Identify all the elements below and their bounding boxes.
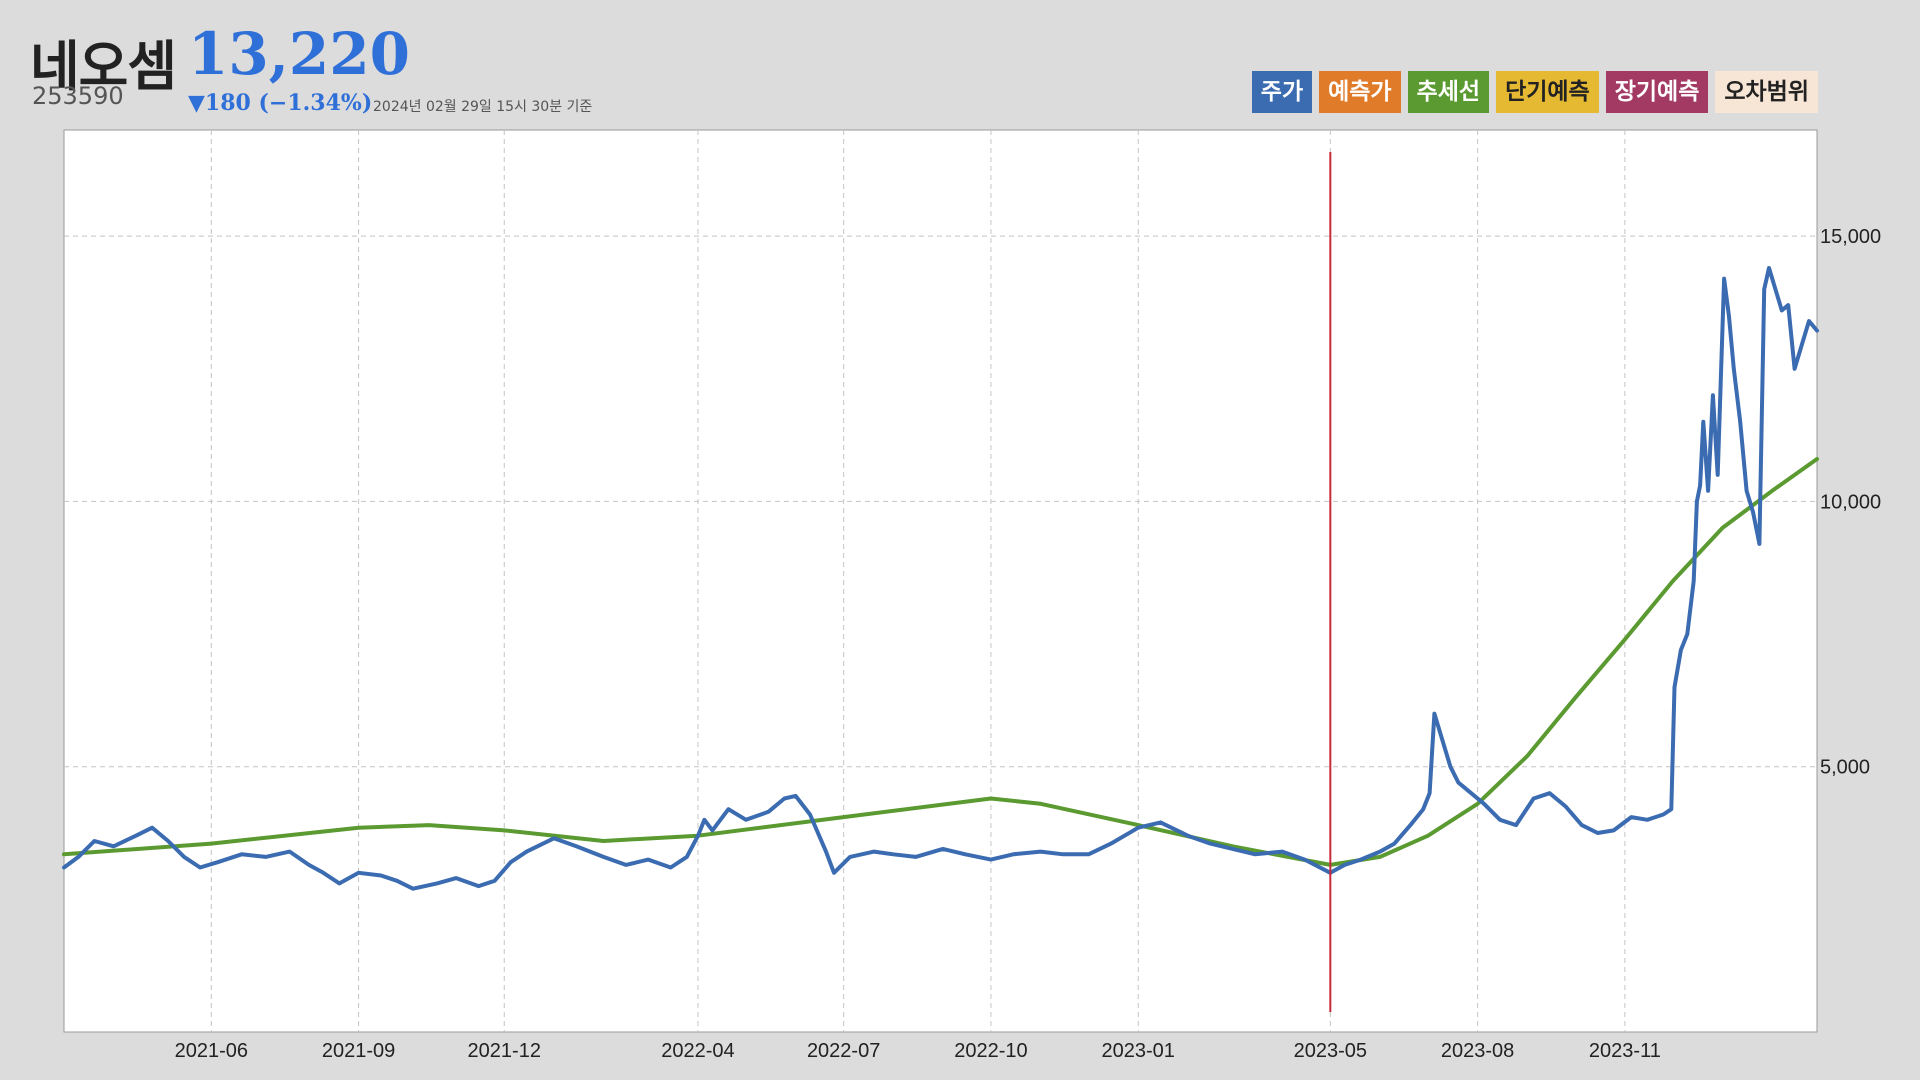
legend-item-short-term[interactable]: 단기예측 — [1496, 71, 1599, 113]
price-change: ▼180 (−1.34%) — [188, 90, 373, 116]
x-tick-label: 2023-11 — [1589, 1040, 1661, 1062]
timestamp: 2024년 02월 29일 15시 30분 기준 — [373, 99, 593, 115]
x-tick-label: 2023-08 — [1441, 1040, 1514, 1062]
x-tick-label: 2022-04 — [661, 1040, 734, 1062]
y-tick-label: 10,000 — [1820, 491, 1881, 513]
legend-item-long-term[interactable]: 장기예측 — [1605, 71, 1709, 113]
price-line — [62, 266, 1819, 891]
stock-code: 253590 — [32, 82, 124, 110]
trend-line — [62, 457, 1819, 867]
stock-name: 네오셈 — [30, 35, 177, 98]
grid-lines — [64, 130, 1817, 1032]
x-tick-label: 2021-12 — [468, 1040, 541, 1062]
axis-labels: 2021-06 2021-09 2021-12 2022-04 2022-07 2022-… — [175, 226, 1882, 1062]
legend-item-error-range[interactable]: 오차범위 — [1715, 71, 1818, 113]
series-lines — [62, 152, 1819, 1012]
x-tick-label: 2021-09 — [322, 1040, 395, 1062]
x-tick-label: 2023-01 — [1102, 1040, 1175, 1062]
legend-item-forecast[interactable]: 예측가 — [1319, 71, 1401, 113]
legend-item-trendline[interactable]: 추세선 — [1407, 71, 1490, 113]
x-tick-label: 2021-06 — [175, 1040, 248, 1062]
x-tick-label: 2022-07 — [807, 1040, 880, 1062]
x-tick-label: 2022-10 — [954, 1040, 1027, 1062]
stock-price: 13,220 — [188, 20, 410, 88]
x-tick-label: 2023-05 — [1294, 1040, 1367, 1062]
y-tick-label: 15,000 — [1820, 226, 1881, 248]
y-tick-label: 5,000 — [1820, 757, 1870, 779]
plot-area — [63, 129, 1818, 1033]
legend-item-price[interactable]: 주가 — [1251, 71, 1313, 113]
chart-legend: 주가 예측가 추세선 단기예측 장기예측 오차범위 — [1251, 71, 1818, 113]
